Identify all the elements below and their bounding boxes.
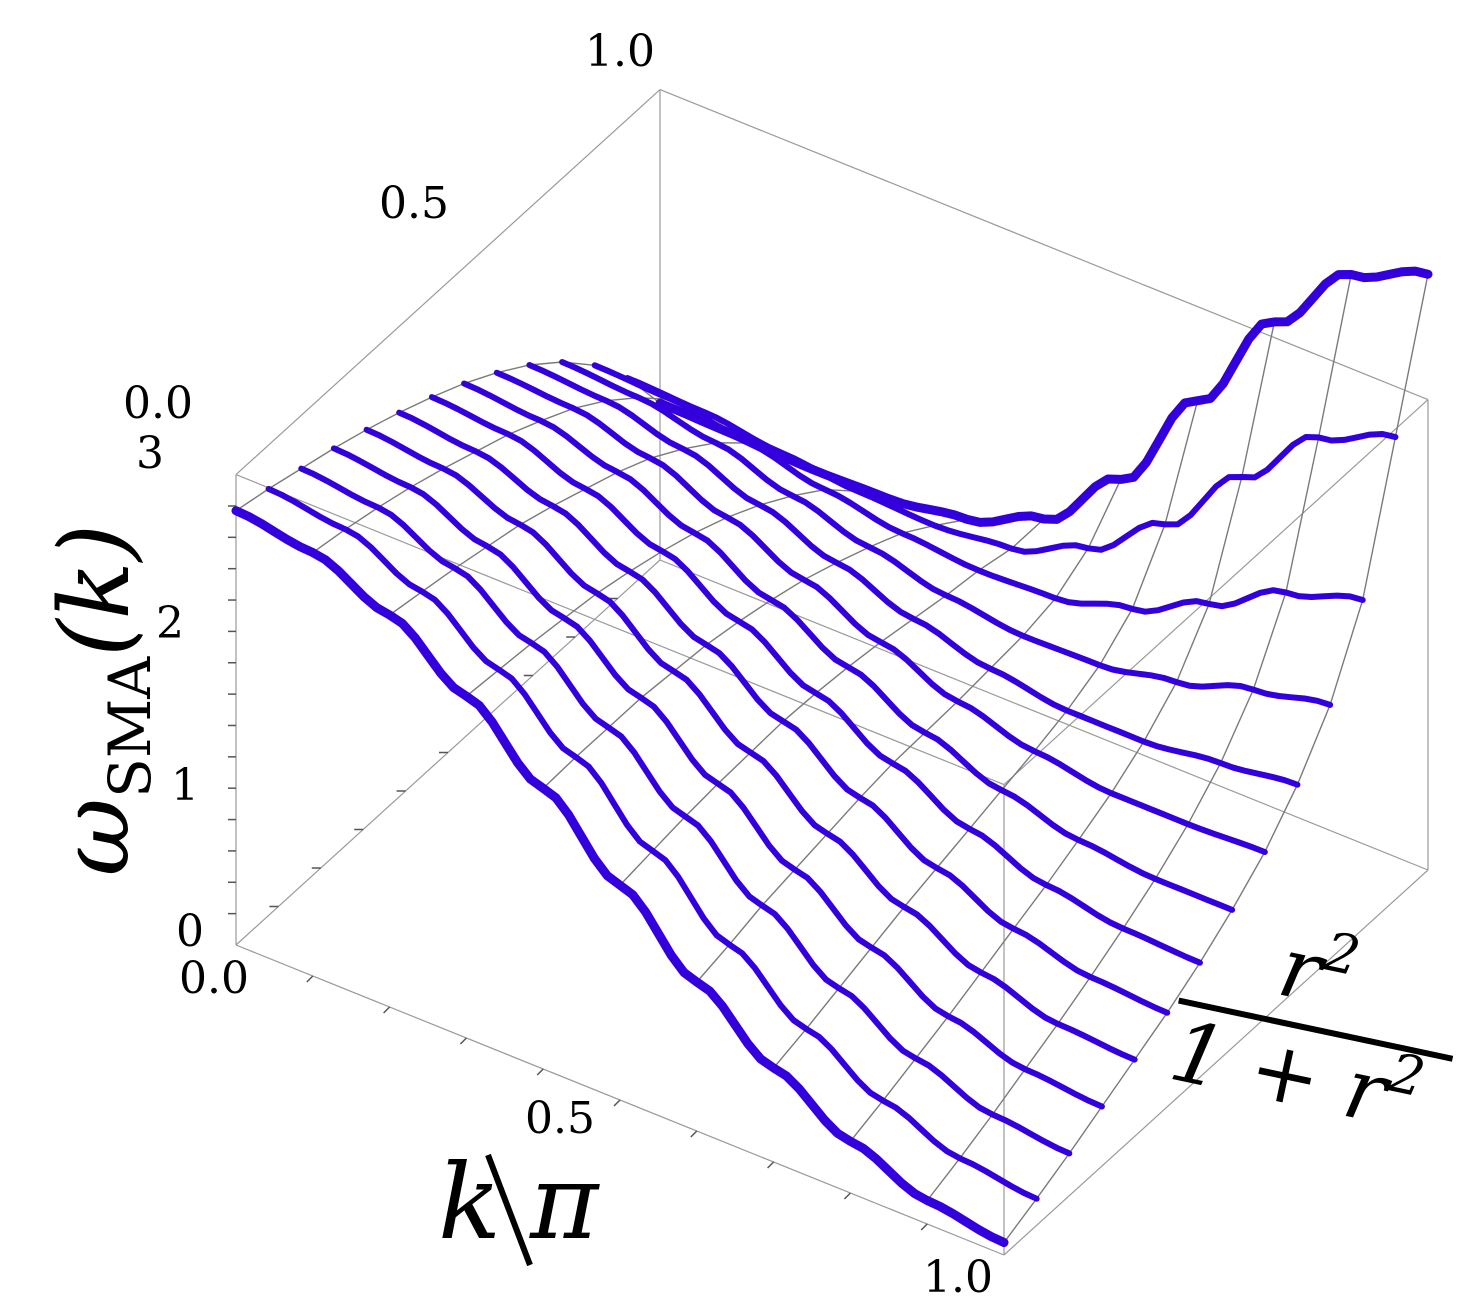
z-title-sub: SMA: [96, 656, 164, 798]
bounding-box: [228, 89, 1429, 1256]
z-title-main: ω: [39, 798, 151, 876]
dispersion-curve: [559, 359, 1334, 708]
mesh-line: [465, 488, 891, 697]
z-axis-ticks: 0 1 2 3: [136, 428, 204, 957]
dispersion-curve: [428, 394, 1203, 966]
mesh-line: [696, 479, 1122, 983]
x-tick-mark: [306, 975, 314, 983]
x-tick-mark: [843, 1192, 851, 1200]
svg-text:ωSMA(k): ωSMA(k): [39, 524, 164, 876]
mesh-line: [619, 518, 1045, 886]
dispersion-curve: [591, 362, 1366, 615]
mesh-line: [542, 518, 968, 789]
x-tick-mark: [613, 1099, 621, 1107]
x-tick-label: 1.0: [923, 1252, 993, 1303]
dispersion-curve: [493, 369, 1268, 855]
x-tick-label: 0.5: [525, 1093, 595, 1144]
x-title-slash: [485, 1153, 533, 1267]
dispersion-curve: [298, 465, 1073, 1157]
x-tick-mark: [767, 1161, 775, 1169]
dispersion-curve: [655, 266, 1433, 527]
dispersion-curve: [363, 426, 1138, 1063]
x-tick-mark: [920, 1223, 928, 1231]
box-edge: [659, 89, 1429, 401]
y-tick-label: 1.0: [585, 26, 655, 77]
mesh-line: [1003, 274, 1429, 1243]
y-title-den: 1 + r: [1162, 1001, 1400, 1143]
x-title-den: π: [529, 1141, 600, 1263]
mesh-line: [235, 361, 661, 512]
svg-text:1 + r2: 1 + r2: [1162, 996, 1430, 1150]
box-edge: [1003, 399, 1429, 786]
x-tick-mark: [459, 1037, 467, 1045]
mesh-line: [849, 321, 1276, 1142]
x-axis-title: k π: [438, 1141, 600, 1267]
z-title-arg: (k): [39, 524, 151, 657]
y-tick-label: 0.0: [123, 378, 193, 429]
box-edge: [1003, 869, 1429, 1256]
dispersion-curves: [231, 266, 1433, 1247]
z-tick-label: 2: [156, 598, 184, 649]
x-tick-mark: [383, 1006, 391, 1014]
y-tick-label: 0.5: [379, 178, 449, 229]
y-axis-title: r2 1 + r2: [1162, 911, 1454, 1150]
x-tick-mark: [690, 1130, 698, 1138]
z-tick-label: 0: [176, 906, 204, 957]
box-edge: [235, 474, 1005, 786]
dispersion-curve: [231, 506, 1009, 1247]
dispersion-curve: [265, 485, 1040, 1202]
z-tick-label: 1: [171, 760, 199, 811]
y-title-fraction-bar: [1178, 997, 1454, 1062]
y-axis-ticks: 0.0 0.5 1.0: [123, 26, 655, 429]
mesh-line: [926, 274, 1352, 1201]
mesh-line: [773, 400, 1199, 1069]
x-tick-label: 0.0: [179, 953, 249, 1004]
x-axis-ticks: 0.0 0.5 1.0: [179, 953, 993, 1303]
dispersion-curve: [526, 362, 1301, 788]
z-axis-title: ωSMA(k): [39, 524, 164, 876]
z-tick-label: 3: [136, 428, 164, 479]
dispersion-curve: [330, 445, 1105, 1110]
dispersion-curve: [461, 380, 1236, 913]
svg-text:r2: r2: [1271, 911, 1366, 1028]
box-edge: [235, 89, 661, 476]
x-tick-mark: [536, 1068, 544, 1076]
dispersion-curve: [396, 409, 1171, 1016]
